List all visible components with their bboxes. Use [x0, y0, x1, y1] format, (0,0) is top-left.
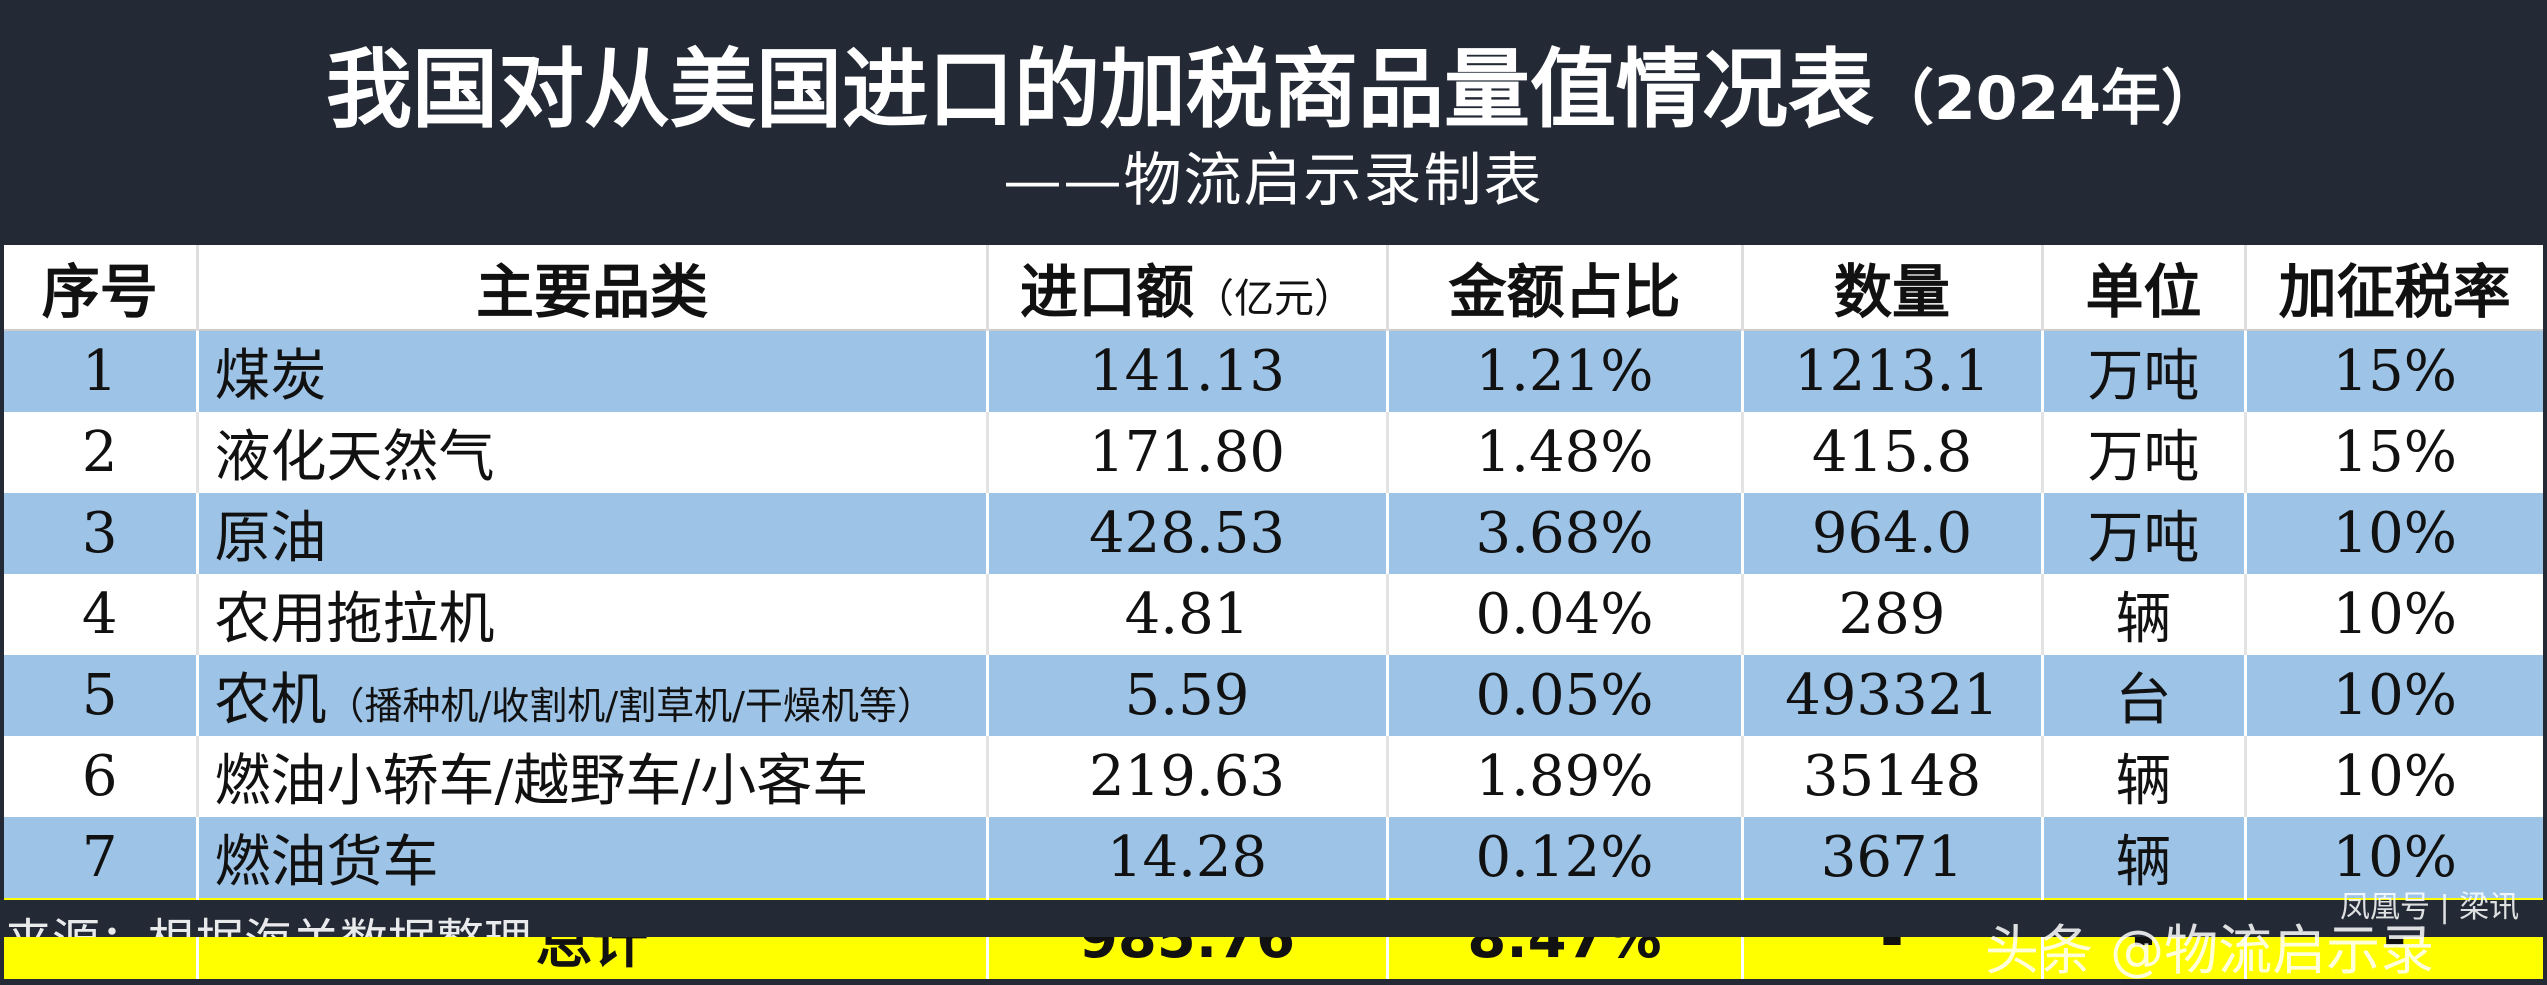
- header-amount-unit: （亿元）: [1194, 276, 1354, 322]
- category-note: （播种机/收割机/割草机/干燥机等）: [326, 684, 935, 728]
- category-name: 农用拖拉机: [214, 587, 495, 652]
- title-banner: 我国对从美国进口的加税商品量值情况表（2024年） ——物流启示录制表: [0, 0, 2547, 245]
- table-row: 2 液化天然气 171.80 1.48% 415.8 万吨 15%: [4, 412, 2543, 493]
- header-amount-label: 进口额: [1019, 258, 1194, 326]
- table-row: 1 煤炭 141.13 1.21% 1213.1 万吨 15%: [4, 330, 2543, 412]
- cell-amount: 219.63: [987, 736, 1389, 817]
- cell-share: 0.04%: [1387, 574, 1744, 655]
- header-index: 序号: [4, 245, 199, 331]
- cell-share: 1.21%: [1387, 330, 1744, 412]
- cell-share: 3.68%: [1387, 493, 1744, 574]
- cell-amount: 4.81: [987, 574, 1389, 655]
- cell-category: 燃油货车: [197, 817, 989, 898]
- title-text: 我国对从美国进口的加税商品量值情况表: [326, 40, 1874, 140]
- table-row: 3 原油 428.53 3.68% 964.0 万吨 10%: [4, 493, 2543, 574]
- cell-quantity: 35148: [1742, 736, 2044, 817]
- table-row: 7 燃油货车 14.28 0.12% 3671 辆 10%: [4, 817, 2543, 898]
- table-row: 6 燃油小轿车/越野车/小客车 219.63 1.89% 35148 辆 10%: [4, 736, 2543, 817]
- cell-index: 3: [4, 493, 199, 574]
- cell-index: 1: [4, 330, 199, 412]
- cell-share: 1.89%: [1387, 736, 1744, 817]
- cell-tariff: 15%: [2332, 420, 2457, 485]
- category-name: 原油: [214, 506, 327, 571]
- page-title: 我国对从美国进口的加税商品量值情况表（2024年）: [0, 30, 2547, 159]
- cell-category: 液化天然气: [197, 412, 989, 493]
- cell-unit: 万吨: [2042, 412, 2247, 493]
- cell-amount: 5.59: [987, 655, 1389, 736]
- category-name: 燃油货车: [214, 830, 439, 895]
- cell-index: 5: [4, 655, 199, 736]
- cell-share: 1.48%: [1387, 412, 1744, 493]
- cell-share: 0.05%: [1387, 655, 1744, 736]
- cell-index: 6: [4, 736, 199, 817]
- footer-band: 来源：根据海关数据整理: [0, 900, 2547, 937]
- title-year: （2024年）: [1874, 64, 2221, 134]
- source-note: 来源：根据海关数据整理: [4, 914, 532, 937]
- cell-index: 7: [4, 817, 199, 898]
- table-row: 4 农用拖拉机 4.81 0.04% 289 辆 10%: [4, 574, 2543, 655]
- cell-unit: 台: [2042, 655, 2247, 736]
- cell-amount: 171.80: [987, 412, 1389, 493]
- corner-watermark: 凤凰号 | 梁讯: [2340, 890, 2520, 925]
- header-amount: 进口额（亿元）: [987, 245, 1389, 331]
- table-row: 5 农机（播种机/收割机/割草机/干燥机等） 5.59 0.05% 493321…: [4, 655, 2543, 736]
- cell-category: 燃油小轿车/越野车/小客车: [197, 736, 989, 817]
- category-name: 燃油小轿车/越野车/小客车: [214, 749, 869, 814]
- cell-tariff: 15%: [2332, 339, 2457, 404]
- category-name: 液化天然气: [214, 425, 495, 490]
- cell-index: 4: [4, 574, 199, 655]
- header-tariff: 加征税率: [2245, 245, 2543, 331]
- header-category: 主要品类: [197, 245, 989, 331]
- cell-quantity: 415.8: [1742, 412, 2044, 493]
- cell-quantity: 1213.1: [1742, 330, 2044, 412]
- header-unit: 单位: [2042, 245, 2247, 331]
- category-name: 煤炭: [214, 344, 327, 409]
- cell-unit: 万吨: [2042, 330, 2247, 412]
- cell-amount: 428.53: [987, 493, 1389, 574]
- cell-amount: 141.13: [987, 330, 1389, 412]
- cell-unit: 辆: [2042, 817, 2247, 898]
- header-quantity: 数量: [1742, 245, 2044, 331]
- cell-tariff: 10%: [2332, 582, 2457, 647]
- cell-quantity: 3671: [1742, 817, 2044, 898]
- cell-unit: 万吨: [2042, 493, 2247, 574]
- cell-category: 煤炭: [197, 330, 989, 412]
- tariff-table: 序号 主要品类 进口额（亿元） 金额占比 数量 单位 加征税率 1 煤炭 141…: [4, 245, 2543, 979]
- cell-category: 原油: [197, 493, 989, 574]
- header-share: 金额占比: [1387, 245, 1744, 331]
- category-name: 农机: [214, 668, 327, 733]
- cell-quantity: 964.0: [1742, 493, 2044, 574]
- cell-category: 农机（播种机/收割机/割草机/干燥机等）: [197, 655, 989, 736]
- cell-tariff: 10%: [2332, 501, 2457, 566]
- tariff-table-container: 序号 主要品类 进口额（亿元） 金额占比 数量 单位 加征税率 1 煤炭 141…: [4, 245, 2543, 979]
- cell-tariff: 10%: [2332, 825, 2457, 890]
- cell-amount: 14.28: [987, 817, 1389, 898]
- cell-tariff: 10%: [2332, 744, 2457, 809]
- cell-share: 0.12%: [1387, 817, 1744, 898]
- cell-quantity: 289: [1742, 574, 2044, 655]
- cell-unit: 辆: [2042, 574, 2247, 655]
- cell-quantity: 493321: [1742, 655, 2044, 736]
- cell-index: 2: [4, 412, 199, 493]
- cell-unit: 辆: [2042, 736, 2247, 817]
- cell-tariff: 10%: [2332, 663, 2457, 728]
- cell-category: 农用拖拉机: [197, 574, 989, 655]
- table-header-row: 序号 主要品类 进口额（亿元） 金额占比 数量 单位 加征税率: [4, 245, 2543, 331]
- page-subtitle: ——物流启示录制表: [1003, 146, 1544, 214]
